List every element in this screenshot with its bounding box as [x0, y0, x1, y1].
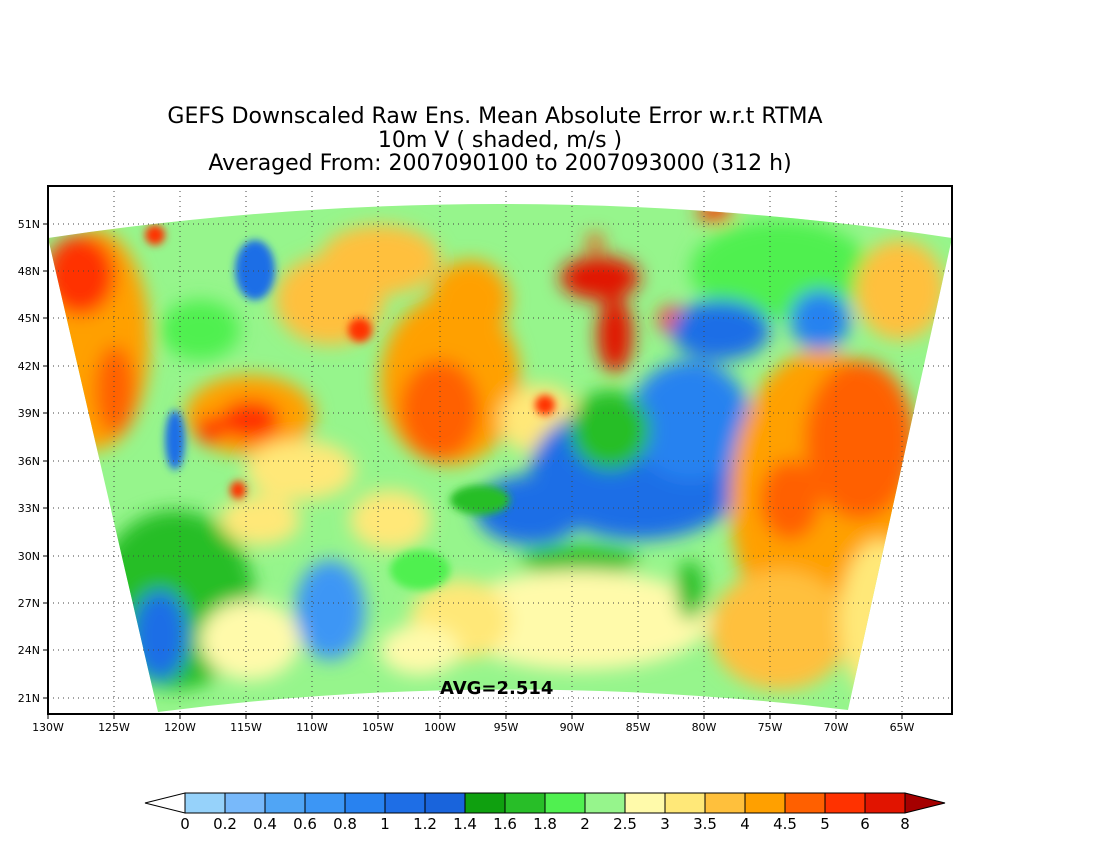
colorbar-swatch — [624, 792, 666, 814]
lon-tick-label: 110W — [296, 721, 328, 734]
lon-tick-label: 80W — [692, 721, 717, 734]
colorbar-level-label: 1.2 — [413, 815, 437, 833]
title-line-1: GEFS Downscaled Raw Ens. Mean Absolute E… — [167, 104, 822, 129]
colorbar-swatch — [864, 792, 906, 814]
colorbar-swatch — [464, 792, 506, 814]
colorbar-level-label: 0.8 — [333, 815, 357, 833]
lon-tick-label: 105W — [362, 721, 394, 734]
colorbar-swatch — [744, 792, 786, 814]
lat-tick-label: 45N — [18, 312, 40, 325]
colorbar-level-label: 2 — [580, 815, 590, 833]
colorbar-swatch — [264, 792, 306, 814]
colorbar-swatch — [664, 792, 706, 814]
lat-tick-label: 21N — [18, 692, 40, 705]
lon-tick-label: 90W — [560, 721, 585, 734]
colorbar-swatch — [344, 792, 386, 814]
colorbar-level-label: 1.6 — [493, 815, 517, 833]
colorbar-level-label: 5 — [820, 815, 830, 833]
lon-tick-label: 130W — [32, 721, 64, 734]
lon-tick-label: 65W — [890, 721, 915, 734]
lon-tick-label: 70W — [824, 721, 849, 734]
lat-tick-label: 33N — [18, 502, 40, 515]
lon-tick-label: 120W — [164, 721, 196, 734]
lat-tick-label: 48N — [18, 265, 40, 278]
colorbar-level-label: 3.5 — [693, 815, 717, 833]
colorbar-swatch — [304, 792, 346, 814]
map-frame — [47, 185, 953, 715]
colorbar-level-label: 2.5 — [613, 815, 637, 833]
shaded-error-field — [48, 204, 952, 712]
avg-label: AVG=2.514 — [440, 678, 553, 699]
latitude-ticks: 51N 48N 45N 42N 39N 36N 33N 30N 27N 24N 21N — [18, 218, 48, 705]
colorbar-level-label: 1 — [380, 815, 390, 833]
colorbar-level-label: 4 — [740, 815, 750, 833]
colorbar-level-label: 8 — [900, 815, 910, 833]
colorbar-level-label: 4.5 — [773, 815, 797, 833]
lon-tick-label: 100W — [424, 721, 456, 734]
title-line-3: Averaged From: 2007090100 to 2007093000 … — [208, 151, 791, 176]
lon-tick-label: 95W — [494, 721, 519, 734]
colorbar-swatch — [144, 792, 186, 814]
colorbar-level-label: 0 — [180, 815, 190, 833]
lon-tick-label: 75W — [758, 721, 783, 734]
colorbar: 0 0.2 0.4 0.6 0.8 1 1.2 1.4 1.6 1.8 2 2.5 3 3.5 4 4.5 5 6… — [144, 792, 946, 833]
lon-tick-label: 115W — [230, 721, 262, 734]
lat-tick-label: 39N — [18, 407, 40, 420]
lon-tick-label: 85W — [626, 721, 651, 734]
lat-tick-label: 42N — [18, 360, 40, 373]
lat-tick-label: 24N — [18, 644, 40, 657]
colorbar-swatch — [184, 792, 226, 814]
longitude-ticks: 130W 125W 120W 115W 110W 105W 100W 95W 90W 85W 80W… — [32, 714, 915, 734]
colorbar-swatch — [384, 792, 426, 814]
lon-tick-label: 125W — [98, 721, 130, 734]
colorbar-level-label: 1.8 — [533, 815, 557, 833]
colorbar-swatch — [784, 792, 826, 814]
colorbar-swatch — [504, 792, 546, 814]
title-line-2: 10m V ( shaded, m/s ) — [378, 128, 622, 153]
colorbar-swatch — [704, 792, 746, 814]
colorbar-swatch — [824, 792, 866, 814]
colorbar-level-label: 6 — [860, 815, 870, 833]
lat-tick-label: 36N — [18, 455, 40, 468]
colorbar-level-label: 0.2 — [213, 815, 237, 833]
colorbar-level-label: 1.4 — [453, 815, 477, 833]
colorbar-swatch — [584, 792, 626, 814]
colorbar-level-label: 0.6 — [293, 815, 317, 833]
lat-tick-label: 27N — [18, 597, 40, 610]
colorbar-swatch — [224, 792, 266, 814]
lat-tick-label: 51N — [18, 218, 40, 231]
graticule — [48, 186, 952, 714]
colorbar-swatch — [544, 792, 586, 814]
colorbar-level-label: 0.4 — [253, 815, 277, 833]
colorbar-swatch — [424, 792, 466, 814]
lat-tick-label: 30N — [18, 550, 40, 563]
colorbar-swatch — [904, 792, 946, 814]
colorbar-level-label: 3 — [660, 815, 670, 833]
